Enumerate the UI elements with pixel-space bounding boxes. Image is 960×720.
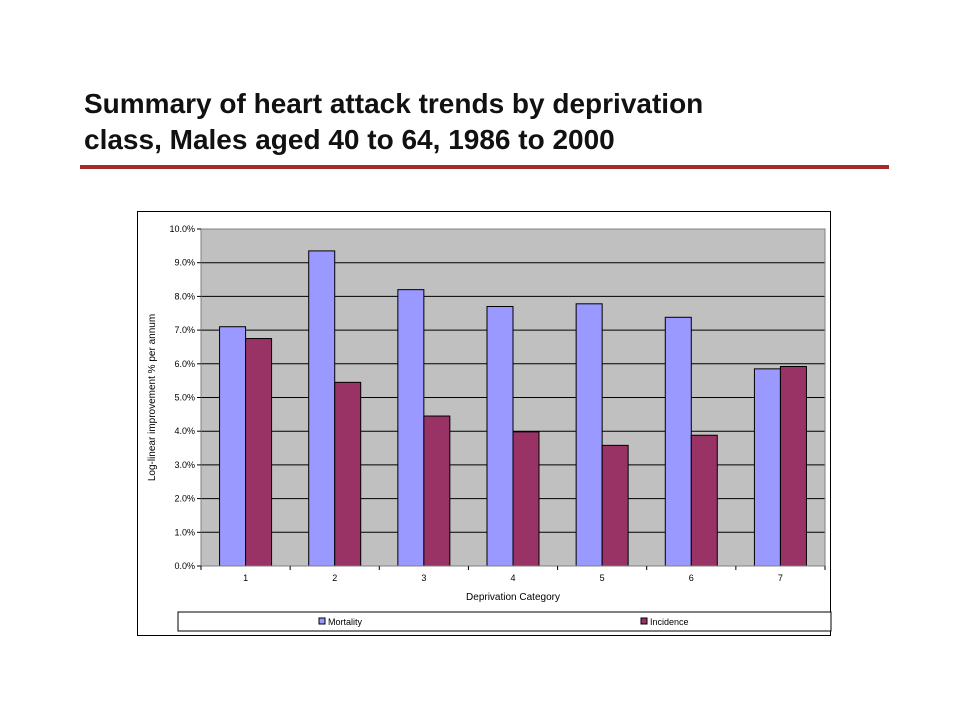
- y-tick-label: 1.0%: [174, 527, 195, 537]
- x-tick-label: 1: [243, 573, 248, 583]
- bar-mortality-1: [219, 326, 247, 567]
- y-tick-label: 3.0%: [174, 460, 195, 470]
- legend-swatch-mortality: [318, 617, 326, 625]
- x-axis-title: Deprivation Category: [466, 592, 560, 603]
- y-axis-title: Log-linear improvement % per annum: [147, 314, 158, 481]
- bar-chart: 0.0% 1.0% 2.0% 3.0% 4.0% 5.0% 6.0% 7.0% 8.0% 9.0%…: [147, 224, 832, 632]
- title-underline: [80, 165, 889, 169]
- legend: Mortality Incidence: [177, 611, 832, 632]
- y-tick-label: 4.0%: [174, 426, 195, 436]
- slide-title: Summary of heart attack trends by depriv…: [84, 86, 884, 158]
- bar-incidence-7: [779, 365, 807, 567]
- legend-box: [177, 611, 832, 632]
- y-tick-label: 6.0%: [174, 359, 195, 369]
- bar-mortality-6: [664, 316, 692, 567]
- legend-label-mortality: Mortality: [328, 617, 363, 627]
- y-tick-label: 2.0%: [174, 494, 195, 504]
- y-tick-label: 9.0%: [174, 258, 195, 268]
- bar-mortality-5: [575, 303, 603, 567]
- y-tick-label: 8.0%: [174, 291, 195, 301]
- x-tick-label: 2: [332, 573, 337, 583]
- y-tick-label: 5.0%: [174, 393, 195, 403]
- y-tick-label: 7.0%: [174, 325, 195, 335]
- bar-incidence-3: [423, 415, 451, 567]
- bar-incidence-4: [512, 431, 540, 567]
- bar-incidence-6: [690, 434, 718, 567]
- title-line-2: class, Males aged 40 to 64, 1986 to 2000: [84, 124, 615, 155]
- bar-mortality-2: [308, 250, 336, 567]
- bars: [219, 250, 807, 567]
- x-tick-label: 4: [510, 573, 515, 583]
- y-tick-label: 10.0%: [169, 224, 195, 234]
- y-tick-label: 0.0%: [174, 561, 195, 571]
- bar-incidence-5: [601, 444, 629, 567]
- x-tick-label: 6: [689, 573, 694, 583]
- bar-mortality-7: [753, 368, 781, 567]
- bar-mortality-4: [486, 306, 514, 567]
- title-line-1: Summary of heart attack trends by depriv…: [84, 88, 704, 119]
- legend-swatch-incidence: [640, 617, 648, 625]
- y-tick-labels: 0.0% 1.0% 2.0% 3.0% 4.0% 5.0% 6.0% 7.0% 8.0% 9.0%…: [169, 224, 201, 571]
- x-tick-label: 7: [778, 573, 783, 583]
- legend-label-incidence: Incidence: [650, 617, 689, 627]
- bar-incidence-1: [245, 338, 273, 567]
- x-tick-label: 5: [600, 573, 605, 583]
- x-tick-labels: 1 2 3 4 5 6 7: [200, 566, 826, 583]
- chart-frame: 0.0% 1.0% 2.0% 3.0% 4.0% 5.0% 6.0% 7.0% 8.0% 9.0%…: [137, 211, 832, 636]
- bar-incidence-2: [334, 381, 362, 567]
- bar-mortality-3: [397, 289, 425, 567]
- x-tick-label: 3: [421, 573, 426, 583]
